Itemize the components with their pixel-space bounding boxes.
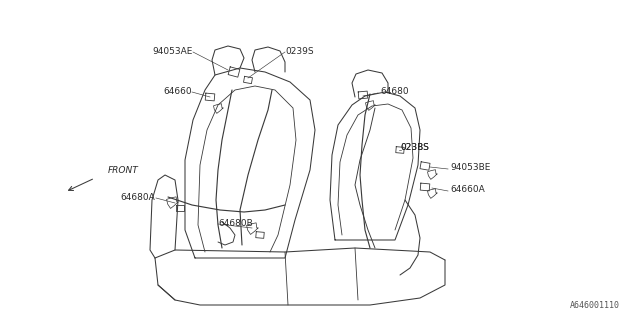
Text: FRONT: FRONT xyxy=(108,166,139,175)
Text: 64680A: 64680A xyxy=(120,194,155,203)
Text: 0239S: 0239S xyxy=(285,47,314,57)
Text: 94053BE: 94053BE xyxy=(450,164,490,172)
Text: 023BS: 023BS xyxy=(400,143,429,153)
Text: 64680B: 64680B xyxy=(218,220,253,228)
Text: 64660: 64660 xyxy=(163,87,192,97)
Text: 64660A: 64660A xyxy=(450,186,484,195)
Text: 023BS: 023BS xyxy=(400,143,429,153)
Text: 94053AE: 94053AE xyxy=(152,47,193,57)
Text: 64680: 64680 xyxy=(380,87,408,97)
Text: A646001110: A646001110 xyxy=(570,301,620,310)
